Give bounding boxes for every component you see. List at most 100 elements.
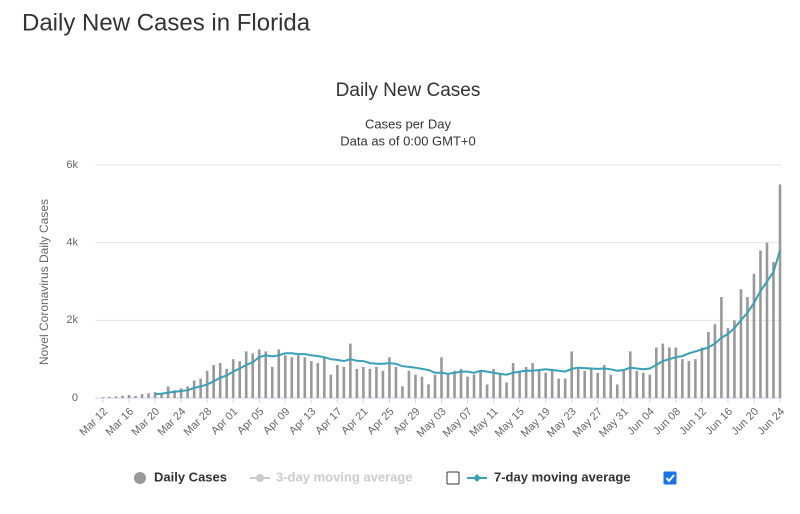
bar [472, 374, 476, 398]
bar [401, 386, 404, 398]
bar [231, 359, 235, 398]
x-tick-label: Apr 09 [261, 406, 292, 437]
x-tick-label: Jun 08 [651, 406, 683, 438]
legend-label[interactable]: 3-day moving average [276, 469, 413, 484]
bar [134, 396, 137, 398]
bar [140, 394, 144, 398]
bar [485, 384, 489, 398]
legend-label[interactable]: Daily Cases [154, 469, 227, 484]
bar [355, 368, 359, 398]
x-tick-label: Mar 20 [130, 406, 163, 439]
bar [316, 363, 320, 398]
bar [531, 363, 534, 398]
bar [602, 364, 606, 398]
x-tick-label: Mar 28 [182, 406, 215, 439]
chart-subtitle: Cases per Day [365, 116, 451, 131]
bar [179, 388, 183, 398]
x-tick-label: Apr 25 [365, 406, 396, 437]
legend-symbol [473, 474, 481, 482]
bar [433, 374, 437, 398]
bar [459, 368, 463, 398]
legend-label[interactable]: 7-day moving average [494, 469, 631, 484]
y-tick-label: 0 [72, 392, 78, 404]
bar [570, 351, 573, 398]
bar [414, 374, 417, 398]
bar [628, 351, 632, 398]
bar [550, 368, 554, 398]
page-title: Daily New Cases in Florida [22, 9, 311, 36]
bar [674, 347, 678, 398]
bar [420, 376, 424, 398]
x-tick-label: Jun 20 [729, 406, 761, 438]
bar [407, 370, 411, 398]
bar [375, 366, 378, 398]
bar [323, 357, 326, 398]
bar [440, 357, 443, 398]
bar [446, 374, 450, 398]
bar [244, 351, 248, 398]
bar [505, 382, 508, 398]
bar [648, 374, 652, 398]
bar [394, 366, 398, 398]
bar [342, 366, 346, 398]
x-tick-label: May 07 [441, 406, 475, 440]
x-tick-label: Jun 16 [703, 406, 735, 438]
bar [557, 378, 560, 398]
bar [589, 368, 593, 398]
bar [303, 357, 307, 398]
x-tick-label: Apr 05 [235, 406, 266, 437]
chart-title: Daily New Cases [336, 80, 481, 101]
bar [251, 353, 255, 398]
chart-subtitle: Data as of 0:00 GMT+0 [340, 133, 475, 148]
bar [127, 394, 131, 398]
bar [700, 347, 704, 398]
bar [192, 380, 196, 398]
bar [694, 359, 697, 398]
x-tick-label: Jun 12 [677, 406, 709, 438]
bar [336, 364, 339, 398]
bar [218, 363, 222, 398]
bar [310, 361, 313, 398]
bar [661, 343, 665, 398]
x-tick-label: Mar 16 [104, 406, 137, 439]
checkbox[interactable] [446, 471, 460, 485]
bar [681, 359, 684, 398]
bar [349, 343, 352, 398]
x-tick-label: Apr 13 [287, 406, 318, 437]
y-tick-label: 2k [66, 314, 78, 326]
bar [544, 372, 547, 398]
x-tick-label: Mar 24 [156, 406, 189, 439]
bar [498, 374, 502, 398]
bar [765, 242, 769, 398]
bar [225, 368, 228, 398]
bar [186, 386, 189, 398]
bar [492, 368, 495, 398]
bar [524, 366, 528, 398]
y-tick-label: 4k [66, 237, 78, 249]
bar [466, 376, 469, 398]
bar [121, 395, 124, 398]
checkbox[interactable] [663, 471, 677, 485]
bar [277, 349, 281, 398]
bar [641, 372, 645, 398]
bar [687, 361, 691, 398]
bar [147, 393, 150, 398]
bar [576, 368, 580, 398]
bar [720, 297, 723, 398]
y-axis-label: Novel Coronavirus Daily Cases [37, 199, 51, 365]
bar [707, 331, 710, 398]
bar [388, 357, 391, 398]
bar [101, 397, 105, 398]
bar [160, 392, 163, 398]
bar [329, 374, 333, 398]
bar [173, 390, 176, 398]
bar [759, 250, 762, 398]
bar [713, 324, 717, 398]
bar [511, 363, 515, 398]
bar [238, 361, 242, 398]
y-tick-label: 6k [66, 159, 78, 171]
bar [733, 320, 736, 398]
bar [746, 297, 749, 398]
bar [635, 370, 639, 398]
